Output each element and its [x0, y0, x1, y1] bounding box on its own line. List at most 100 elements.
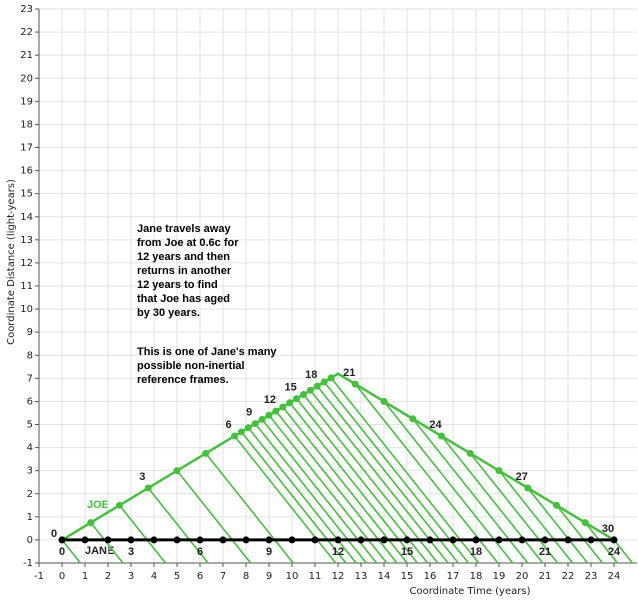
y-tick-label: 20 [20, 73, 33, 84]
x-tick-label: 23 [585, 571, 598, 582]
y-tick-label: 8 [27, 350, 33, 361]
simultaneity-line [302, 393, 439, 564]
x-tick-label: 2 [105, 571, 111, 582]
series-label: JANE [85, 545, 114, 557]
point [403, 536, 411, 544]
simultaneity-line [498, 470, 574, 564]
simultaneity-line [383, 400, 514, 564]
annotation: possible non-inertial [137, 360, 245, 372]
point-label: 18 [470, 546, 482, 558]
x-tick-label: 13 [355, 571, 368, 582]
point [173, 536, 181, 544]
point [196, 536, 204, 544]
y-tick-label: 21 [20, 50, 33, 61]
point [150, 536, 158, 544]
point [306, 386, 314, 394]
point [173, 467, 181, 475]
point [127, 536, 135, 544]
point-label: 9 [266, 546, 272, 558]
point [116, 501, 123, 509]
point [495, 536, 503, 544]
point-label: 24 [608, 546, 621, 558]
x-tick-label: 1 [82, 571, 88, 582]
y-tick-label: 4 [27, 443, 33, 454]
x-tick-label: 11 [309, 571, 322, 582]
annotation: returns in another [137, 265, 232, 277]
x-tick-label: 15 [401, 571, 414, 582]
simultaneity-line [295, 398, 429, 564]
point [553, 501, 560, 509]
point [242, 536, 250, 544]
point [311, 536, 319, 544]
point [438, 432, 445, 440]
point [449, 536, 457, 544]
y-tick-label: 9 [27, 327, 33, 338]
point [231, 432, 238, 440]
simultaneity-line [289, 402, 419, 564]
x-tick-label: 24 [608, 571, 621, 582]
point [265, 411, 273, 419]
point-label: 27 [516, 471, 528, 483]
x-tick-label: 8 [243, 571, 249, 582]
simultaneity-line [469, 452, 559, 564]
point [288, 536, 296, 544]
point [409, 415, 417, 423]
y-tick-label: 10 [20, 304, 33, 315]
point [466, 449, 474, 457]
x-tick-label: -1 [34, 571, 44, 582]
y-tick-label: 3 [27, 466, 33, 477]
point [104, 536, 112, 544]
y-tick-label: 14 [20, 212, 33, 223]
grid-layer [35, 8, 637, 567]
y-tick-label: 12 [20, 258, 33, 269]
point [219, 536, 227, 544]
point-label: 15 [401, 546, 413, 558]
point-label: 24 [429, 419, 442, 431]
point [279, 403, 287, 411]
simultaneity-line [354, 383, 499, 564]
point-label: 21 [343, 367, 355, 379]
point [524, 484, 532, 492]
x-tick-label: 7 [220, 571, 226, 582]
point [472, 536, 480, 544]
annotation: by 30 years. [137, 307, 200, 319]
x-tick-label: 0 [59, 571, 65, 582]
y-tick-label: 13 [20, 235, 33, 246]
x-tick-label: 9 [266, 571, 272, 582]
point [380, 397, 388, 405]
worldline [61, 372, 615, 541]
point [495, 467, 503, 475]
point [610, 536, 618, 544]
x-tick-label: 10 [286, 571, 299, 582]
point-label: 21 [539, 546, 551, 558]
y-tick-label: 15 [20, 189, 33, 200]
point [244, 424, 252, 432]
x-tick-label: 22 [562, 571, 575, 582]
y-tick-label: 0 [27, 535, 33, 546]
point-label: 9 [246, 406, 252, 418]
dots-layer [58, 374, 618, 544]
y-tick-label: 1 [27, 512, 33, 523]
simultaneity-line [118, 504, 167, 564]
point-label: 6 [225, 419, 231, 431]
point [144, 484, 152, 492]
point [58, 536, 66, 544]
x-tick-label: 12 [332, 571, 345, 582]
x-tick-label: 4 [151, 571, 157, 582]
simultaneity-line [147, 487, 209, 564]
y-tick-label: 23 [20, 4, 33, 15]
point [87, 519, 95, 527]
point [202, 449, 210, 457]
point [564, 536, 572, 544]
x-tick-label: 3 [128, 571, 134, 582]
y-tick-label: 11 [20, 281, 33, 292]
simultaneity-line [316, 385, 459, 564]
annotation: that Joe has aged [137, 293, 230, 305]
y-tick-label: 16 [20, 166, 33, 177]
annotation: 12 years to find [137, 279, 218, 291]
x-tick-label: 21 [539, 571, 552, 582]
point [265, 536, 273, 544]
x-axis-label: Coordinate Time (years) [410, 586, 531, 597]
point [541, 536, 549, 544]
annotation: 12 years and then [137, 251, 230, 263]
